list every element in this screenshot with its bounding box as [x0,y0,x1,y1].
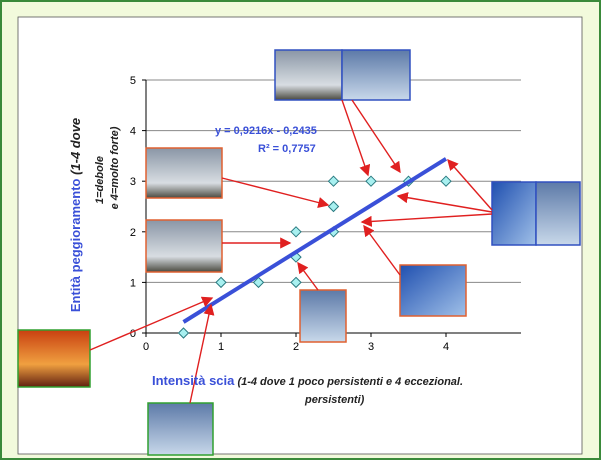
arrow [447,158,493,211]
point [290,276,302,289]
x-axis-label: Intensità scia (1-4 dove 1 poco persiste… [152,373,463,388]
photo [341,49,411,101]
photo [399,264,467,317]
y-tick-label: 3 [130,176,136,188]
x-tick-label: 1 [218,341,224,353]
y-tick-label: 0 [130,328,136,340]
point [290,226,302,238]
y-tick-label: 2 [130,227,136,239]
point [177,327,190,339]
y-label-part: e 4=molto forte) [109,126,121,209]
y-axis-label: Entità peggioramento (1-4 dove [68,118,83,312]
photos [17,49,581,456]
arrow [189,303,215,404]
point [365,175,377,187]
y-tick-label: 5 [130,75,136,87]
point [215,276,227,289]
arrow [297,261,319,291]
x-label-part: Intensità scia [152,373,235,388]
arrow [363,224,401,276]
x-tick-label: 4 [443,341,449,353]
photo [299,289,347,343]
arrow [89,296,214,351]
y-label-part: (1-4 dove [68,118,83,175]
photo [274,49,343,101]
arrows [89,99,493,404]
photo [535,181,581,246]
point [252,276,265,289]
y-label-part: Entità peggioramento [68,178,83,312]
arrow [360,213,493,227]
x-label-part: (1-4 dove 1 poco persistenti e 4 eccezio… [237,376,463,388]
arrow [396,192,493,213]
arrow [351,99,401,174]
photo [145,147,223,199]
x-tick-label: 2 [293,341,299,353]
trendline-r2: R² = 0,7757 [258,143,316,155]
arrow [341,99,371,177]
x-tick-label: 3 [368,341,374,353]
arrow [221,177,330,209]
point [327,200,340,213]
y-label-part: 1=debole [94,156,106,204]
photo [145,219,223,273]
x-label-part: persistenti) [304,394,365,406]
trendline-equation: y = 0,9216x - 0,2435 [215,125,317,137]
y-tick-label: 4 [130,126,136,138]
point [440,175,452,187]
photo [147,402,214,456]
photo [491,181,537,246]
y-tick-label: 1 [130,277,136,289]
trendline [182,157,448,324]
photo [17,329,91,388]
x-tick-label: 0 [143,341,149,353]
point [327,175,340,187]
